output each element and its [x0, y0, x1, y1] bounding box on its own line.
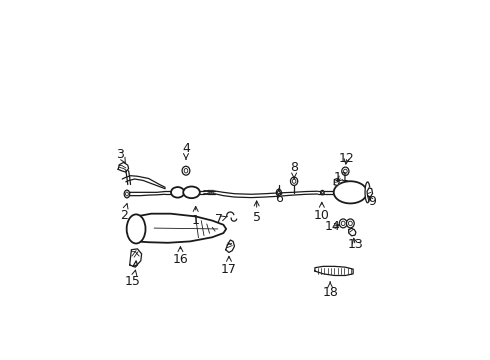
Ellipse shape [124, 190, 130, 198]
Text: 12: 12 [339, 152, 355, 165]
Ellipse shape [126, 214, 146, 243]
Ellipse shape [339, 219, 347, 228]
Text: 8: 8 [290, 161, 298, 179]
Ellipse shape [320, 190, 324, 195]
Polygon shape [349, 228, 356, 236]
Text: 10: 10 [314, 202, 330, 221]
Text: 15: 15 [125, 270, 141, 288]
Ellipse shape [346, 219, 354, 228]
Polygon shape [130, 249, 142, 266]
Polygon shape [315, 266, 353, 275]
Text: 13: 13 [347, 238, 363, 251]
Text: 9: 9 [368, 195, 376, 208]
Ellipse shape [171, 187, 184, 198]
Ellipse shape [183, 186, 200, 198]
Text: 7: 7 [215, 213, 227, 226]
Ellipse shape [276, 189, 281, 195]
Polygon shape [133, 261, 138, 267]
Text: 2: 2 [120, 203, 128, 221]
Polygon shape [136, 214, 226, 243]
Text: 14: 14 [325, 220, 341, 233]
Text: 11: 11 [333, 171, 349, 184]
Text: 17: 17 [221, 256, 237, 276]
Text: 3: 3 [116, 148, 125, 163]
Polygon shape [367, 188, 372, 197]
Ellipse shape [291, 177, 298, 185]
Ellipse shape [365, 182, 370, 203]
Text: 5: 5 [253, 201, 261, 224]
Text: 4: 4 [182, 142, 190, 159]
Polygon shape [118, 162, 128, 172]
Polygon shape [334, 179, 339, 186]
Ellipse shape [334, 181, 367, 203]
Ellipse shape [342, 167, 349, 175]
Text: 1: 1 [192, 206, 199, 227]
Text: 18: 18 [322, 282, 338, 299]
Polygon shape [225, 240, 235, 252]
Text: 6: 6 [275, 189, 283, 205]
Text: 16: 16 [172, 247, 188, 266]
Ellipse shape [182, 166, 190, 175]
